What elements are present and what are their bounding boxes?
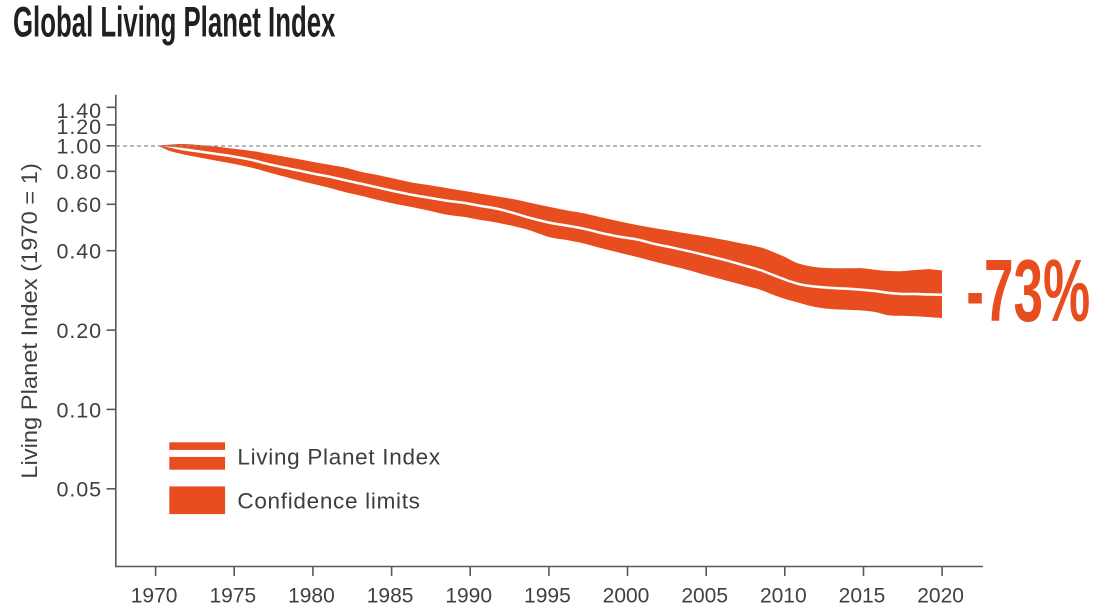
svg-text:2000: 2000 (603, 585, 650, 608)
svg-text:2020: 2020 (917, 585, 964, 608)
svg-text:1990: 1990 (445, 585, 492, 608)
svg-text:Global Living Planet Index: Global Living Planet Index (13, 0, 336, 46)
svg-text:1995: 1995 (524, 585, 571, 608)
svg-text:Living Planet Index: Living Planet Index (237, 445, 440, 470)
svg-text:0.60: 0.60 (57, 193, 102, 217)
svg-text:2005: 2005 (681, 585, 728, 608)
svg-text:Confidence limits: Confidence limits (237, 488, 420, 513)
svg-text:1970: 1970 (131, 585, 178, 608)
svg-text:0.40: 0.40 (57, 240, 102, 264)
svg-text:1975: 1975 (209, 585, 256, 608)
svg-text:1980: 1980 (288, 585, 335, 608)
svg-text:-73%: -73% (966, 242, 1090, 340)
svg-text:1.20: 1.20 (57, 115, 102, 139)
svg-text:2015: 2015 (839, 585, 886, 608)
svg-text:0.05: 0.05 (57, 478, 102, 502)
svg-text:2010: 2010 (760, 585, 807, 608)
svg-text:1.40: 1.40 (57, 99, 102, 123)
svg-text:0.10: 0.10 (57, 398, 102, 422)
svg-text:1985: 1985 (367, 585, 414, 608)
svg-text:0.20: 0.20 (57, 319, 102, 343)
svg-text:1.00: 1.00 (57, 135, 102, 159)
svg-text:0.80: 0.80 (57, 160, 102, 184)
svg-text:Living Planet Index (1970 = 1): Living Planet Index (1970 = 1) (17, 163, 42, 479)
